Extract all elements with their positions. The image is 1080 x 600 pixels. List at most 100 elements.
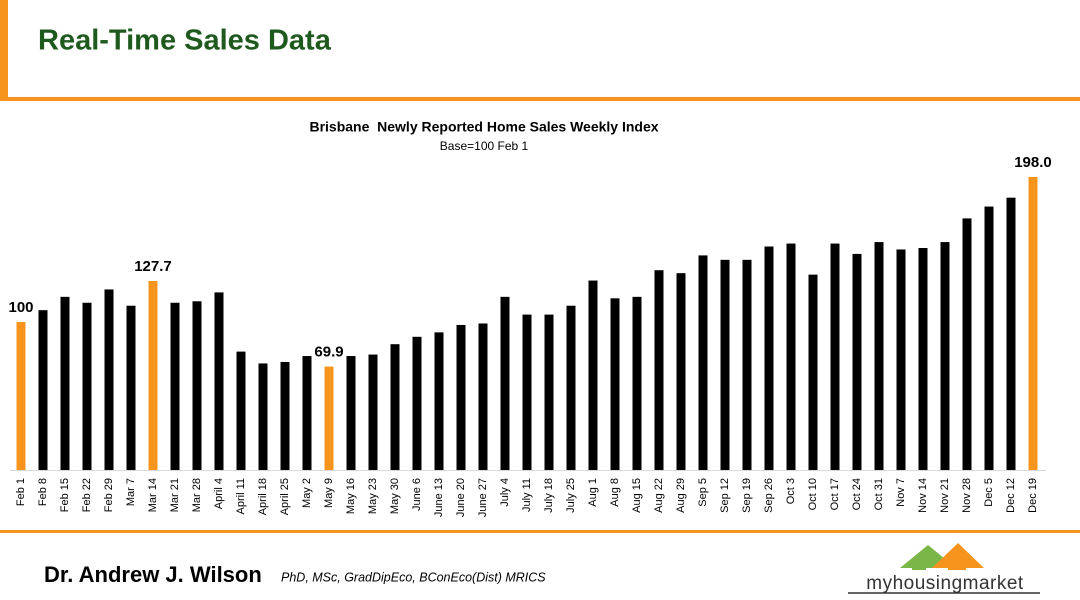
bar <box>412 336 422 470</box>
x-tick-label: April 11 <box>235 478 247 514</box>
bar <box>720 259 730 470</box>
bar <box>1028 176 1038 470</box>
bar <box>478 323 488 470</box>
bar <box>434 332 444 470</box>
x-tick-label: Mar 28 <box>191 478 203 512</box>
data-label: 69.9 <box>314 344 343 361</box>
logo-text: myhousingmarket <box>866 573 1024 594</box>
bar <box>60 296 70 470</box>
x-tick-label: May 23 <box>367 478 379 514</box>
x-tick-label: Oct 17 <box>829 478 841 510</box>
bar <box>214 292 224 470</box>
x-tick-label: Dec 19 <box>1027 478 1039 513</box>
author-name: Dr. Andrew J. Wilson <box>44 562 262 587</box>
bar <box>566 305 576 470</box>
footer-rule <box>0 530 1080 533</box>
x-tick-label: Sep 26 <box>763 478 775 513</box>
bar <box>104 289 114 470</box>
x-tick-label: July 18 <box>543 478 555 513</box>
x-tick-label: Feb 15 <box>59 478 71 512</box>
x-tick-label: Feb 22 <box>81 478 93 512</box>
x-tick-label: Oct 3 <box>785 478 797 504</box>
x-tick-label: June 27 <box>477 478 489 517</box>
x-tick-label: Dec 5 <box>983 478 995 507</box>
x-tick-label: Nov 14 <box>917 478 929 513</box>
chart-title: Brisbane Newly Reported Home Sales Weekl… <box>309 119 658 135</box>
bar <box>126 305 136 470</box>
x-tick-label: Feb 1 <box>15 478 27 506</box>
x-tick-label: Aug 8 <box>609 478 621 507</box>
x-tick-label: Nov 28 <box>961 478 973 513</box>
x-tick-label: July 4 <box>499 478 511 507</box>
x-tick-label: Mar 21 <box>169 478 181 512</box>
bar <box>698 255 708 470</box>
bar <box>390 344 400 470</box>
x-tick-label: Mar 7 <box>125 478 137 506</box>
x-tick-label: Aug 1 <box>587 478 599 507</box>
x-tick-label: May 9 <box>323 478 335 508</box>
bar <box>588 280 598 470</box>
x-tick-label: June 20 <box>455 478 467 517</box>
author-credentials: PhD, MSc, GradDipEco, BConEco(Dist) MRIC… <box>281 570 546 584</box>
x-tick-label: June 13 <box>433 478 445 517</box>
x-tick-label: April 25 <box>279 478 291 515</box>
bar <box>676 273 686 470</box>
bar <box>962 218 972 470</box>
bar <box>280 361 290 470</box>
bar <box>346 356 356 470</box>
bar <box>830 243 840 470</box>
accent-bar <box>0 0 8 100</box>
bar <box>874 242 884 470</box>
logo: myhousingmarket <box>848 543 1040 594</box>
x-tick-label: Nov 7 <box>895 478 907 507</box>
bar <box>808 274 818 470</box>
bar <box>170 302 180 470</box>
logo-roof <box>932 543 984 568</box>
x-tick-label: April 4 <box>213 478 225 509</box>
bar <box>610 298 620 470</box>
data-label: 127.7 <box>134 258 172 275</box>
x-tick-label: July 11 <box>521 478 533 512</box>
bar <box>984 206 994 470</box>
x-tick-label: Feb 29 <box>103 478 115 512</box>
x-tick-label: Oct 24 <box>851 478 863 510</box>
bar <box>654 270 664 470</box>
logo-house <box>912 558 926 570</box>
x-tick-label: Sep 5 <box>697 478 709 507</box>
bar <box>852 253 862 470</box>
slide-title: Real-Time Sales Data <box>38 25 332 57</box>
bar <box>632 296 642 470</box>
x-tick-label: Dec 12 <box>1005 478 1017 513</box>
x-tick-label: Oct 10 <box>807 478 819 510</box>
x-tick-label: Aug 22 <box>653 478 665 513</box>
bar <box>742 259 752 470</box>
logo-house <box>948 556 966 570</box>
bar <box>500 296 510 470</box>
x-tick-label: Nov 21 <box>939 478 951 513</box>
bar <box>786 243 796 470</box>
bar <box>764 246 774 470</box>
bar <box>522 314 532 470</box>
bar <box>918 248 928 470</box>
bar <box>302 356 312 470</box>
x-tick-label: Sep 19 <box>741 478 753 513</box>
x-tick-label: Sep 12 <box>719 478 731 513</box>
bar <box>456 324 466 470</box>
x-tick-label: April 18 <box>257 478 269 515</box>
bar <box>1006 197 1016 470</box>
x-tick-label: May 30 <box>389 478 401 514</box>
chart-subtitle: Base=100 Feb 1 <box>440 139 529 153</box>
bar <box>368 354 378 470</box>
x-tick-label: July 25 <box>565 478 577 513</box>
bar <box>896 249 906 470</box>
bar <box>38 310 48 470</box>
bar <box>236 351 246 470</box>
bar <box>324 366 334 470</box>
x-tick-label: May 16 <box>345 478 357 514</box>
bar <box>192 301 202 470</box>
header-rule <box>0 97 1080 101</box>
x-tick-label: May 2 <box>301 478 313 508</box>
bar <box>940 242 950 470</box>
